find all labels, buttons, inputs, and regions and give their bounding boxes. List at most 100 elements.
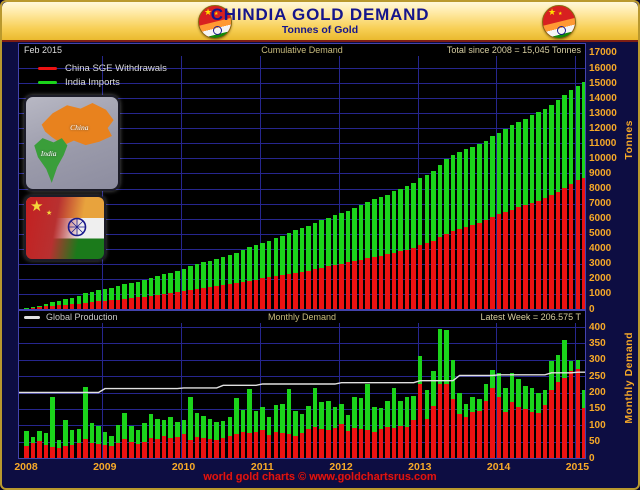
cumulative-bar-china: [319, 267, 324, 309]
monthly-bar-china: [69, 444, 75, 458]
monthly-bar-china: [326, 430, 331, 458]
gridline-horizontal: [19, 343, 585, 345]
cumulative-bar-china: [496, 214, 502, 309]
cumulative-bar-india: [391, 191, 397, 253]
cumulative-bar-china: [129, 297, 134, 309]
x-tick-label: 2015: [565, 461, 590, 473]
cumulative-bar-india: [148, 277, 154, 296]
legend-label: India Imports: [65, 76, 120, 88]
monthly-bar-china: [516, 407, 521, 458]
page-subtitle: Tonnes of Gold: [281, 24, 359, 36]
cumulative-bar-india: [168, 272, 173, 293]
monthly-bar-china: [312, 426, 318, 458]
monthly-bar-china: [286, 434, 292, 458]
monthly-bar-india: [266, 417, 272, 436]
title-bar: ★ ★ CHINDIA GOLD DEMAND Tonnes of Gold ★…: [2, 2, 638, 42]
monthly-bar-india: [63, 420, 68, 447]
credit-watermark: world gold charts © www.goldchartsrus.co…: [203, 471, 437, 483]
y-tick-label: 6000: [589, 213, 612, 225]
cumulative-bar-india: [437, 165, 443, 238]
x-tick-label: 2011: [250, 461, 274, 473]
monthly-bar-china: [372, 431, 377, 458]
cumulative-bar-india: [188, 266, 193, 290]
cumulative-bar-china: [523, 205, 528, 309]
monthly-chart-title: Monthly Demand: [267, 312, 337, 322]
monthly-bar-india: [129, 425, 134, 443]
monthly-bar-india: [247, 389, 252, 434]
gridline-year: [338, 323, 340, 458]
monthly-bar-china: [168, 437, 173, 458]
monthly-bar-china: [529, 412, 535, 458]
cumulative-bar-india: [260, 242, 265, 279]
monthly-bar-china: [424, 419, 430, 458]
gridline-horizontal: [19, 68, 585, 70]
y-tick-label: 14000: [589, 92, 617, 104]
monthly-bar-india: [411, 395, 416, 421]
monthly-bar-india: [155, 419, 160, 440]
total-since-2008-label: Total since 2008 = 15,045 Tonnes: [446, 45, 581, 55]
monthly-bar-india: [444, 330, 449, 385]
cumulative-bar-india: [24, 307, 29, 309]
cumulative-bar-india: [523, 118, 528, 206]
monthly-bar-china: [536, 412, 541, 458]
y-tick-label: 8000: [589, 183, 612, 195]
monthly-bar-india: [477, 399, 482, 411]
cumulative-bar-china: [234, 283, 239, 309]
cumulative-bar-india: [201, 262, 206, 288]
cumulative-bar-china: [417, 244, 423, 309]
cumulative-bar-china: [220, 285, 226, 309]
cumulative-bar-china: [470, 225, 475, 309]
cumulative-bar-india: [470, 146, 475, 226]
monthly-bar-india: [490, 369, 495, 388]
y-tick-label: 400: [589, 321, 606, 333]
monthly-bar-india: [509, 372, 515, 403]
monthly-bar-china: [431, 405, 436, 458]
monthly-bar-india: [260, 407, 265, 431]
monthly-bar-india: [483, 384, 489, 401]
monthly-bar-china: [365, 430, 370, 458]
cumulative-bar-india: [496, 132, 502, 215]
cumulative-bar-china: [63, 304, 68, 309]
y-tick-label: 0: [589, 303, 595, 315]
y-tick-label: 0: [589, 452, 595, 464]
cumulative-bar-china: [529, 202, 535, 309]
y-tick-label: 100: [589, 419, 606, 431]
china-star-icon: ★: [204, 7, 213, 17]
cumulative-chart-title: Cumulative Demand: [261, 45, 343, 55]
monthly-bar-india: [457, 392, 462, 414]
monthly-bar-india: [529, 387, 535, 413]
china-star-icon: ★: [558, 11, 563, 17]
ashoka-chakra-icon: [557, 25, 567, 35]
monthly-bar-india: [89, 423, 95, 443]
cumulative-bar-india: [181, 269, 187, 291]
gridline-year: [338, 56, 340, 309]
china-india-flags-image: ★ ★: [24, 195, 106, 261]
monthly-bar-china: [102, 444, 108, 458]
y-tick-label: 150: [589, 403, 606, 415]
cumulative-bar-china: [115, 299, 121, 309]
gridline-horizontal: [19, 158, 585, 160]
ashoka-chakra-icon: [213, 25, 223, 35]
china-series-swatch: [38, 66, 57, 70]
cumulative-bar-china: [273, 276, 278, 309]
cumulative-bar-india: [568, 90, 574, 185]
monthly-bar-india: [503, 387, 508, 413]
cumulative-bar-china: [24, 308, 29, 309]
y-tick-label: 11000: [589, 137, 617, 149]
cumulative-bar-china: [155, 294, 160, 309]
cumulative-bar-china: [194, 288, 200, 309]
monthly-bar-india: [161, 420, 167, 437]
monthly-bar-india: [293, 411, 298, 436]
cumulative-bar-india: [207, 260, 213, 288]
cumulative-bar-china: [536, 200, 541, 309]
china-star-icon: ★: [214, 11, 219, 17]
y-tick-label: 15000: [589, 77, 617, 89]
gridline-horizontal: [19, 113, 585, 115]
cumulative-bar-india: [358, 205, 364, 260]
cumulative-bar-india: [214, 258, 219, 287]
cumulative-bar-china: [293, 272, 298, 309]
cumulative-bar-india: [299, 228, 305, 272]
cumulative-bar-china: [450, 231, 456, 309]
monthly-bar-china: [490, 387, 495, 458]
